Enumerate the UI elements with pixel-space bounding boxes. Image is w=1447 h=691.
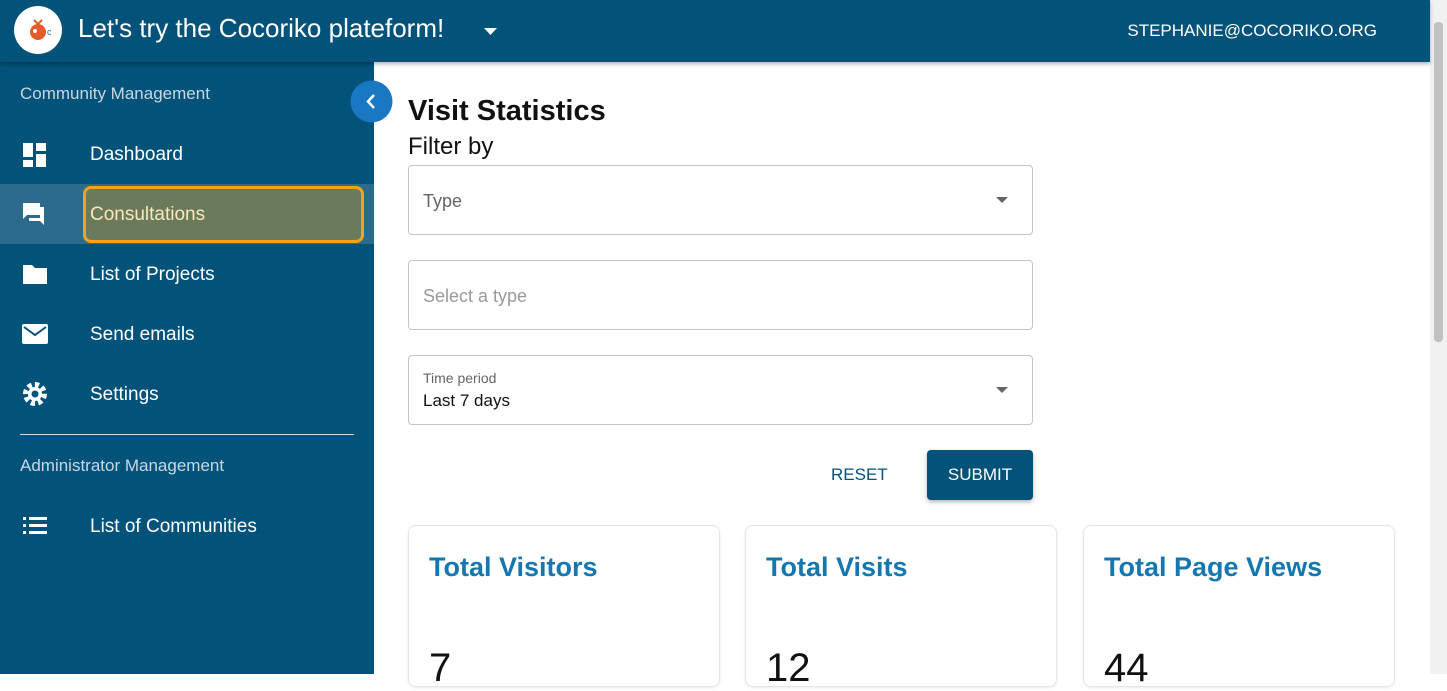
stat-value: 7 — [429, 646, 452, 690]
chat-icon — [23, 203, 44, 225]
mail-icon — [22, 324, 48, 344]
header: c Let's try the Cocoriko plateform! STEP… — [0, 0, 1430, 62]
settings-icon — [23, 382, 47, 406]
list-icon — [23, 517, 47, 534]
period-select[interactable]: Time period Last 7 days — [408, 355, 1033, 425]
dropdown-icon — [996, 197, 1008, 203]
scroll-thumb[interactable] — [1434, 22, 1443, 342]
sidebar: Community Management Dashboard Consultat… — [0, 62, 374, 674]
stat-title: Total Visitors — [429, 552, 598, 582]
stat-title: Total Visits — [766, 552, 908, 582]
field-value: Last 7 days — [423, 391, 510, 410]
section-title: Community Management — [20, 84, 210, 103]
nav-item[interactable]: Consultations — [90, 204, 206, 225]
section-title: Administrator Management — [20, 456, 225, 475]
logo: c — [14, 6, 62, 54]
placeholder: Select a type — [423, 286, 528, 306]
stat-card: Total Visits 12 — [745, 525, 1057, 690]
nav-item[interactable]: Dashboard — [90, 144, 183, 165]
highlight[interactable] — [83, 186, 364, 243]
svg-text:c: c — [47, 27, 52, 37]
field-label: Time period — [423, 370, 497, 386]
collapse-button[interactable] — [350, 80, 393, 123]
folder-icon — [23, 265, 47, 284]
button-label: SUBMIT — [947, 465, 1013, 484]
page-title: Visit Statistics — [408, 95, 606, 127]
dashboard-icon — [23, 143, 46, 167]
dropdown-icon[interactable] — [483, 26, 499, 36]
field-label: Type — [423, 191, 463, 211]
submit-button[interactable]: SUBMIT — [927, 450, 1033, 500]
stat-value: 44 — [1104, 646, 1149, 690]
nav-item[interactable]: Send emails — [90, 324, 195, 345]
app-title: Let's try the Cocoriko plateform! — [78, 13, 445, 43]
scrollbar[interactable] — [1430, 0, 1447, 674]
stat-value: 12 — [766, 646, 811, 690]
divider — [20, 434, 354, 435]
reset-button[interactable]: RESET — [831, 465, 888, 484]
type-select[interactable]: Type — [408, 165, 1033, 235]
nav-item[interactable]: Settings — [90, 384, 159, 405]
user-email[interactable]: STEPHANIE@COCORIKO.ORG — [1127, 21, 1377, 40]
type-input[interactable]: Select a type — [408, 260, 1033, 330]
dropdown-icon — [996, 387, 1008, 393]
stat-title: Total Page Views — [1104, 552, 1323, 582]
stat-card: Total Visitors 7 — [408, 525, 720, 690]
stat-card: Total Page Views 44 — [1083, 525, 1395, 690]
nav-item[interactable]: List of Communities — [90, 516, 257, 537]
nav-item[interactable]: List of Projects — [90, 264, 215, 285]
filter-label: Filter by — [408, 133, 494, 160]
